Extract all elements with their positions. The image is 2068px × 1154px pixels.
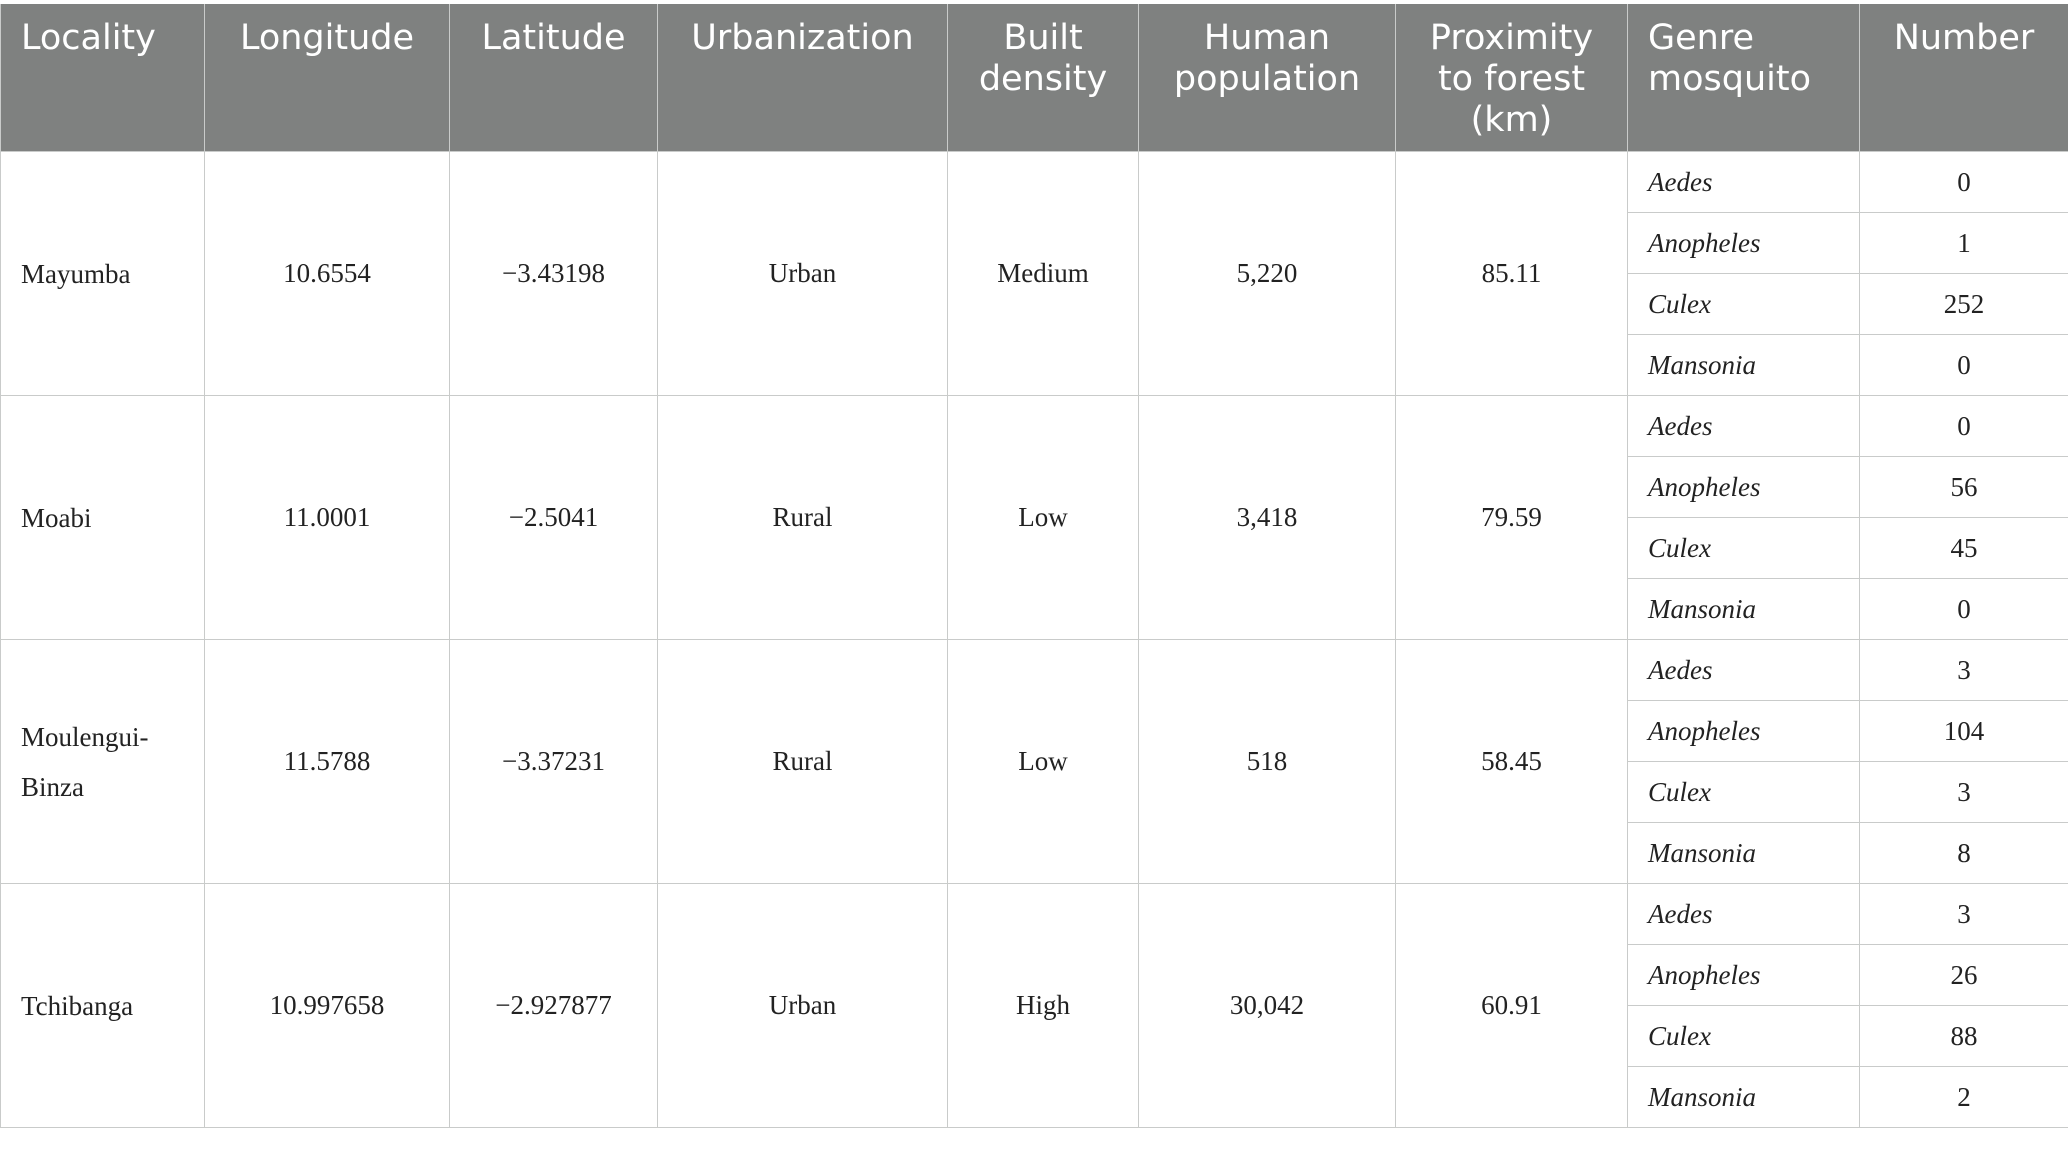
- table-row: Moulengui-Binza 11.5788 −3.37231 Rural L…: [0, 639, 2068, 884]
- cell-human-population: 30,042: [1138, 883, 1396, 1128]
- table-row: Mansonia 8: [1, 822, 2068, 884]
- cell-proximity-to-forest: 85.11: [1395, 151, 1628, 396]
- cell-human-population: 518: [1138, 639, 1396, 884]
- table-row: Mansonia 2: [1, 1066, 2068, 1128]
- cell-locality: Tchibanga: [0, 883, 205, 1128]
- cell-number: 88: [1859, 1005, 2068, 1067]
- header-number: Number: [1859, 4, 2068, 152]
- header-row: Locality Longitude Latitude Urbanization…: [0, 4, 2068, 152]
- cell-number: 3: [1859, 883, 2068, 945]
- cell-urbanization: Urban: [657, 883, 948, 1128]
- cell-longitude: 11.5788: [204, 639, 450, 884]
- table-row: Anopheles 1: [1, 212, 2068, 274]
- mosquito-data-table: Locality Longitude Latitude Urbanization…: [0, 4, 2068, 1128]
- cell-genus: Mansonia: [1627, 334, 1860, 396]
- table-row: Culex 3: [1, 761, 2068, 823]
- cell-latitude: −2.5041: [449, 395, 658, 640]
- cell-genus: Culex: [1627, 761, 1860, 823]
- cell-built-density: Medium: [947, 151, 1139, 396]
- cell-number: 0: [1859, 578, 2068, 640]
- cell-locality: Mayumba: [0, 151, 205, 396]
- cell-number: 26: [1859, 944, 2068, 1006]
- cell-human-population: 5,220: [1138, 151, 1396, 396]
- cell-genus: Anopheles: [1627, 700, 1860, 762]
- header-proximity-to-forest: Proximity to forest (km): [1395, 4, 1628, 152]
- cell-genus: Aedes: [1627, 151, 1860, 213]
- header-urbanization: Urbanization: [657, 4, 948, 152]
- cell-urbanization: Urban: [657, 151, 948, 396]
- cell-number: 0: [1859, 151, 2068, 213]
- header-human-population: Human population: [1138, 4, 1396, 152]
- cell-latitude: −2.927877: [449, 883, 658, 1128]
- cell-latitude: −3.43198: [449, 151, 658, 396]
- cell-genus: Culex: [1627, 517, 1860, 579]
- cell-genus: Anopheles: [1627, 456, 1860, 518]
- table-row: Culex 252: [1, 273, 2068, 335]
- cell-longitude: 11.0001: [204, 395, 450, 640]
- table-row: Mayumba 10.6554 −3.43198 Urban Medium 5,…: [0, 151, 2068, 396]
- cell-number: 0: [1859, 395, 2068, 457]
- header-longitude: Longitude: [204, 4, 450, 152]
- cell-number: 45: [1859, 517, 2068, 579]
- cell-genus: Culex: [1627, 1005, 1860, 1067]
- cell-genus: Aedes: [1627, 639, 1860, 701]
- cell-built-density: High: [947, 883, 1139, 1128]
- cell-proximity-to-forest: 79.59: [1395, 395, 1628, 640]
- cell-longitude: 10.6554: [204, 151, 450, 396]
- table-row: Anopheles 104: [1, 700, 2068, 762]
- data-table-container: Locality Longitude Latitude Urbanization…: [0, 4, 2068, 1128]
- table-header: Locality Longitude Latitude Urbanization…: [0, 4, 2068, 152]
- cell-urbanization: Rural: [657, 395, 948, 640]
- table-body: Mayumba 10.6554 −3.43198 Urban Medium 5,…: [0, 151, 2068, 1128]
- cell-genus: Aedes: [1627, 883, 1860, 945]
- cell-proximity-to-forest: 58.45: [1395, 639, 1628, 884]
- table-row: Moabi 11.0001 −2.5041 Rural Low 3,418 79…: [0, 395, 2068, 640]
- header-built-density: Built density: [947, 4, 1139, 152]
- cell-urbanization: Rural: [657, 639, 948, 884]
- cell-built-density: Low: [947, 639, 1139, 884]
- cell-number: 8: [1859, 822, 2068, 884]
- cell-number: 1: [1859, 212, 2068, 274]
- cell-locality: Moabi: [0, 395, 205, 640]
- cell-genus: Anopheles: [1627, 944, 1860, 1006]
- cell-number: 252: [1859, 273, 2068, 335]
- cell-genus: Aedes: [1627, 395, 1860, 457]
- cell-genus: Mansonia: [1627, 578, 1860, 640]
- cell-genus: Mansonia: [1627, 822, 1860, 884]
- cell-built-density: Low: [947, 395, 1139, 640]
- cell-number: 3: [1859, 639, 2068, 701]
- table-row: Tchibanga 10.997658 −2.927877 Urban High…: [0, 883, 2068, 1128]
- table-row: Culex 45: [1, 517, 2068, 579]
- cell-human-population: 3,418: [1138, 395, 1396, 640]
- cell-number: 3: [1859, 761, 2068, 823]
- cell-number: 0: [1859, 334, 2068, 396]
- table-row: Anopheles 26: [1, 944, 2068, 1006]
- cell-latitude: −3.37231: [449, 639, 658, 884]
- header-locality: Locality: [0, 4, 205, 152]
- header-latitude: Latitude: [449, 4, 658, 152]
- cell-genus: Anopheles: [1627, 212, 1860, 274]
- cell-locality: Moulengui-Binza: [0, 639, 205, 884]
- cell-number: 56: [1859, 456, 2068, 518]
- cell-longitude: 10.997658: [204, 883, 450, 1128]
- cell-number: 104: [1859, 700, 2068, 762]
- cell-number: 2: [1859, 1066, 2068, 1128]
- table-row: Mansonia 0: [1, 578, 2068, 640]
- cell-proximity-to-forest: 60.91: [1395, 883, 1628, 1128]
- header-genre-mosquito: Genre mosquito: [1627, 4, 1860, 152]
- cell-genus: Culex: [1627, 273, 1860, 335]
- cell-genus: Mansonia: [1627, 1066, 1860, 1128]
- table-row: Anopheles 56: [1, 456, 2068, 518]
